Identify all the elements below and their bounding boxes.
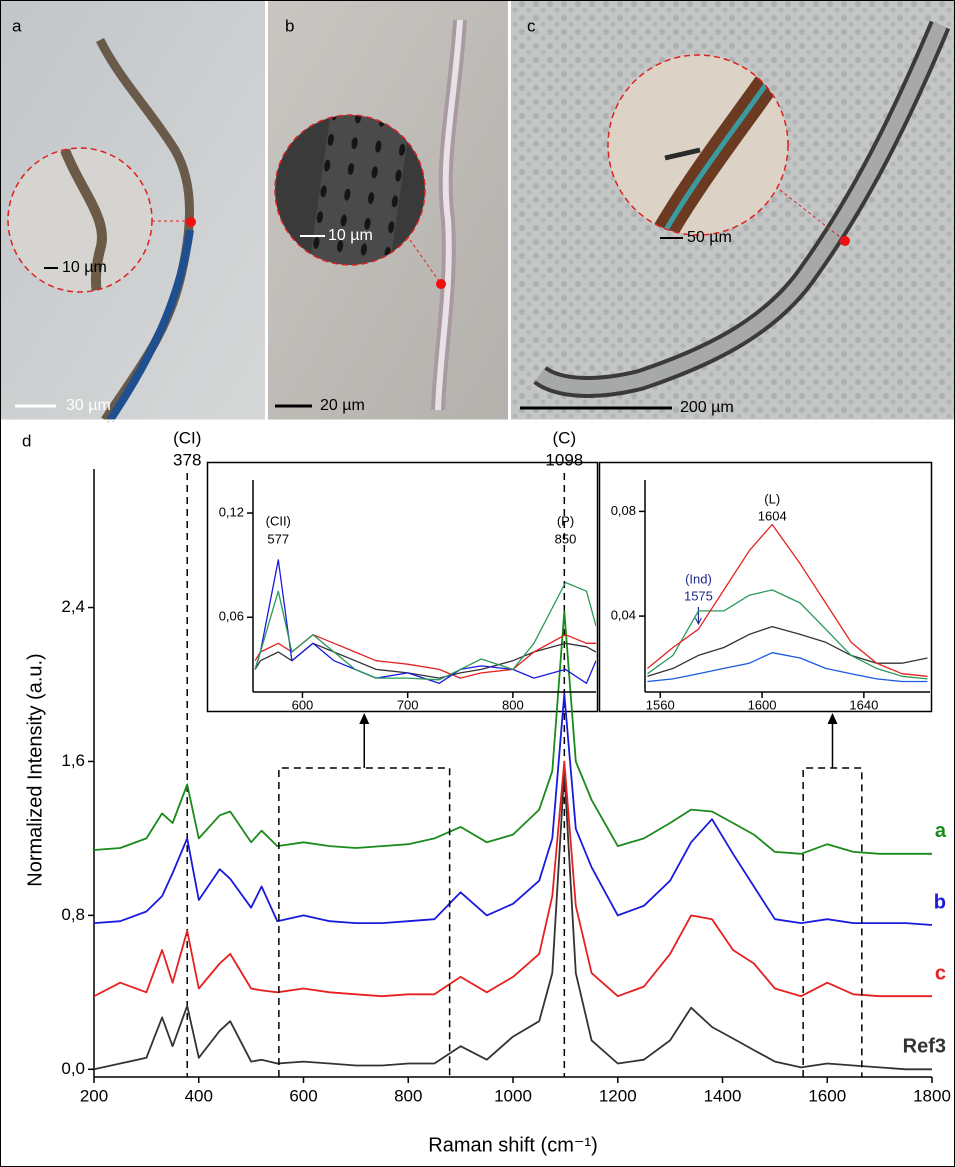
y-tick-label: 2,4 [61, 597, 85, 616]
annotation-label: (P) [557, 513, 574, 528]
scale-label: 20 µm [320, 397, 365, 414]
x-tick-label: 800 [394, 1086, 422, 1105]
annotation-value: 1575 [684, 588, 713, 603]
x-tick-label: 1000 [494, 1086, 532, 1105]
photo-c [511, 1, 954, 420]
y-axis-title: Normalized Intensity (a.u.) [24, 653, 46, 886]
annotation-label: (C) [553, 428, 577, 447]
series-label: c [935, 962, 946, 984]
figure: a b c 10 µm 30 µm 10 µm 20 µm 50 µm 200 … [0, 0, 955, 1167]
x-tick-label: 700 [397, 697, 419, 712]
scale-label: 10 µm [328, 227, 373, 244]
series-label: Ref3 [903, 1036, 946, 1058]
x-tick-label: 600 [292, 697, 314, 712]
x-tick-label: 1800 [913, 1086, 951, 1105]
annotation-value: 577 [267, 531, 289, 546]
y-tick-label: 0,8 [61, 905, 85, 924]
y-tick-label: 0,12 [219, 504, 244, 519]
annotation-value: 1604 [758, 508, 787, 523]
x-tick-label: 600 [289, 1086, 317, 1105]
x-tick-label: 800 [502, 697, 524, 712]
annotation-value: 1098 [545, 450, 583, 469]
annotation-value: 850 [555, 531, 577, 546]
y-tick-label: 0,06 [219, 609, 244, 624]
annotation-label: (CII) [266, 513, 291, 528]
x-tick-label: 1560 [646, 697, 675, 712]
panel-label: d [22, 431, 31, 450]
panel-label: c [527, 16, 536, 35]
x-tick-label: 1400 [704, 1086, 742, 1105]
series-label: b [934, 891, 946, 913]
x-axis-title: Raman shift (cm⁻¹) [428, 1134, 597, 1156]
annotation-value: 378 [173, 450, 201, 469]
scale-label: 200 µm [680, 399, 734, 416]
panel-label: b [285, 16, 294, 35]
annotation-label: (L) [764, 491, 780, 506]
panel-label: a [12, 16, 22, 35]
y-tick-label: 1,6 [61, 751, 85, 770]
x-tick-label: 1640 [849, 697, 878, 712]
x-tick-label: 1600 [748, 697, 777, 712]
y-tick-label: 0,04 [611, 608, 636, 623]
photo-a [1, 1, 265, 420]
photo-b [268, 1, 508, 420]
x-tick-label: 1200 [599, 1086, 637, 1105]
annotation-label: (Ind) [685, 571, 712, 586]
annotation-label: (CI) [173, 428, 201, 447]
scale-label: 10 µm [62, 259, 107, 276]
y-tick-label: 0,08 [611, 503, 636, 518]
x-tick-label: 1600 [808, 1086, 846, 1105]
x-tick-label: 200 [80, 1086, 108, 1105]
scale-label: 30 µm [66, 397, 111, 414]
series-label: a [935, 820, 947, 842]
y-tick-label: 0,0 [61, 1059, 85, 1078]
scale-label: 50 µm [687, 229, 732, 246]
x-tick-label: 400 [185, 1086, 213, 1105]
